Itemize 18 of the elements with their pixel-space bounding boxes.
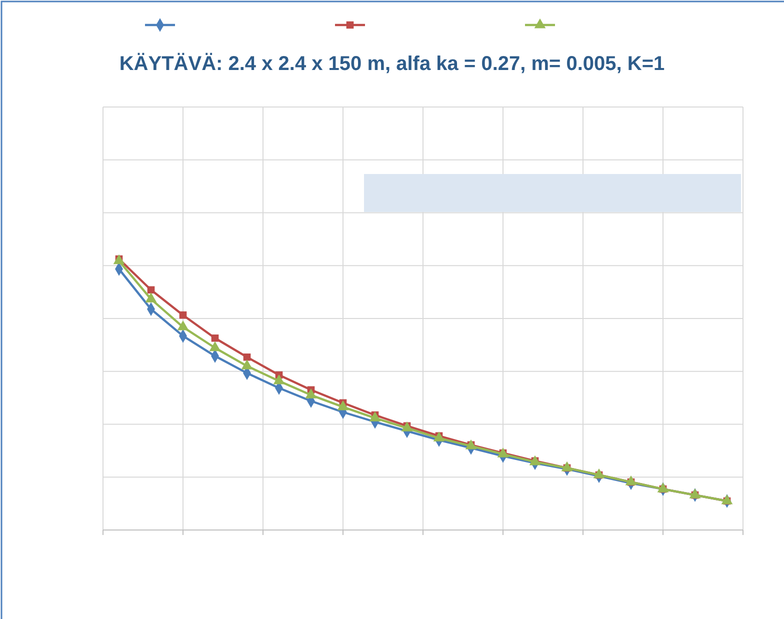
point xyxy=(179,311,187,319)
point xyxy=(178,320,188,330)
point xyxy=(242,360,252,370)
point xyxy=(306,388,316,398)
point xyxy=(146,293,156,302)
point xyxy=(274,374,284,384)
point xyxy=(690,488,700,498)
point xyxy=(722,494,732,504)
point xyxy=(562,462,572,472)
point xyxy=(210,342,220,352)
chart-title: KÄYTÄVÄ: 2.4 x 2.4 x 150 m, alfa ka = 0.27, m= 0.005, K=1 xyxy=(119,52,665,75)
point xyxy=(211,334,219,342)
point xyxy=(338,400,348,410)
point xyxy=(147,286,155,294)
point xyxy=(594,468,604,478)
point xyxy=(370,412,380,422)
point xyxy=(243,353,251,361)
point xyxy=(626,476,636,486)
